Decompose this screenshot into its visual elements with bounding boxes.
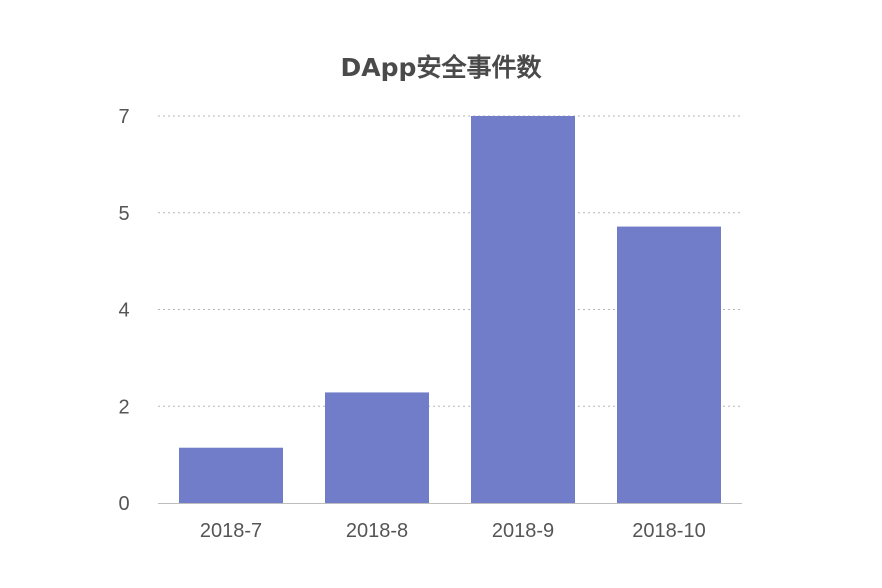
- bar: [325, 392, 429, 503]
- bar: [617, 226, 721, 504]
- bar: [471, 116, 575, 503]
- x-tick-label: 2018-9: [492, 520, 554, 542]
- x-tick-label: 2018-7: [200, 520, 262, 542]
- chart-title: DApp安全事件数: [340, 53, 542, 82]
- y-tick-label: 4: [118, 300, 129, 322]
- x-tick-label: 2018-10: [632, 520, 705, 542]
- y-tick-label: 2: [118, 396, 129, 418]
- bar: [179, 447, 283, 503]
- y-axis-ticks: 0 2 4 5 7: [118, 106, 129, 515]
- x-tick-label: 2018-8: [346, 520, 408, 542]
- x-axis-ticks: 2018-7 2018-8 2018-9 2018-10: [200, 520, 706, 542]
- y-tick-label: 7: [118, 106, 129, 128]
- y-tick-label: 0: [118, 493, 129, 515]
- y-tick-label: 5: [118, 203, 129, 225]
- bars: [179, 116, 721, 504]
